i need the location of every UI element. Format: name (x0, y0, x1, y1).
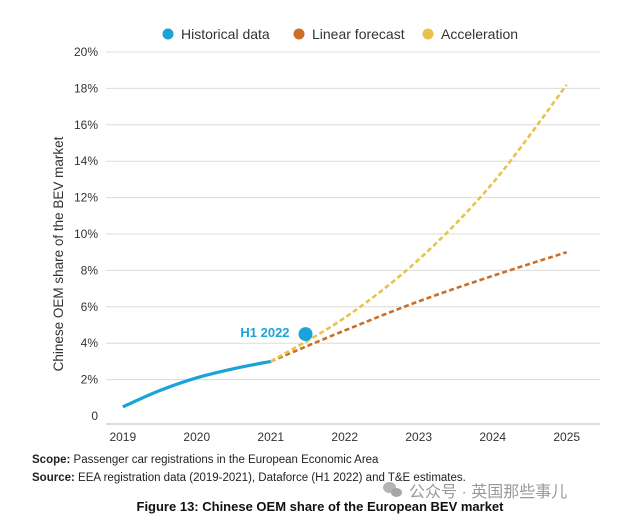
source-text: EEA registration data (2019-2021), Dataf… (74, 472, 466, 484)
source-note: Source: EEA registration data (2019-2021… (32, 469, 632, 487)
highlight-marker: H1 2022 (240, 325, 313, 342)
y-tick-label: 20% (74, 45, 98, 59)
chart-notes: Scope: Passenger car registrations in th… (32, 451, 632, 487)
series-line-1 (122, 359, 272, 409)
legend: Historical data Linear forecast Accelerati… (162, 26, 518, 42)
legend-swatch (162, 28, 174, 40)
series-lines (122, 83, 568, 409)
y-tick-label: 10% (74, 227, 98, 241)
series-line-3 (270, 83, 568, 363)
y-tick-label: 12% (74, 191, 98, 205)
y-axis-label: Chinese OEM share of the BEV market (51, 136, 66, 371)
h1-2022-point (298, 327, 313, 342)
y-tick-label: 16% (74, 118, 98, 132)
scope-label: Scope: (32, 454, 71, 466)
y-tick-label: 14% (74, 154, 98, 168)
x-tick-label: 2025 (553, 430, 580, 444)
chart: Historical data Linear forecast Accelerati… (51, 26, 600, 444)
legend-label: Acceleration (441, 26, 518, 42)
x-tick-label: 2022 (331, 430, 358, 444)
y-tick-label: 4% (81, 336, 99, 350)
x-tick-label: 2023 (405, 430, 432, 444)
x-tick-label: 2021 (257, 430, 284, 444)
legend-swatch (422, 28, 434, 40)
x-axis: 2019 2020 2021 2022 2023 2024 2025 (109, 430, 580, 444)
y-tick-label: 0 (91, 409, 98, 423)
figure-caption: Figure 13: Chinese OEM share of the Euro… (136, 499, 504, 514)
source-label: Source: (32, 472, 75, 484)
y-tick-label: 6% (81, 300, 99, 314)
y-tick-label: 2% (81, 373, 99, 387)
y-tick-label: 18% (74, 81, 98, 95)
grid (106, 51, 600, 425)
wechat-icon (383, 481, 403, 499)
watermark-text: 公众号 · 英国那些事儿 (409, 484, 568, 501)
x-tick-label: 2024 (479, 430, 506, 444)
x-tick-label: 2020 (183, 430, 210, 444)
legend-label: Linear forecast (312, 26, 405, 42)
x-tick-label: 2019 (109, 430, 136, 444)
scope-note: Scope: Passenger car registrations in th… (32, 451, 632, 469)
watermark: 公众号 · 英国那些事儿 (383, 478, 567, 502)
scope-text: Passenger car registrations in the Europ… (70, 454, 379, 466)
legend-swatch (293, 28, 305, 40)
h1-2022-label: H1 2022 (240, 325, 289, 340)
y-tick-label: 8% (81, 263, 99, 277)
y-axis: 0 2% 4% 6% 8% 10% 12% 14% 16% 18% 20% (74, 45, 98, 423)
legend-label: Historical data (181, 26, 270, 42)
